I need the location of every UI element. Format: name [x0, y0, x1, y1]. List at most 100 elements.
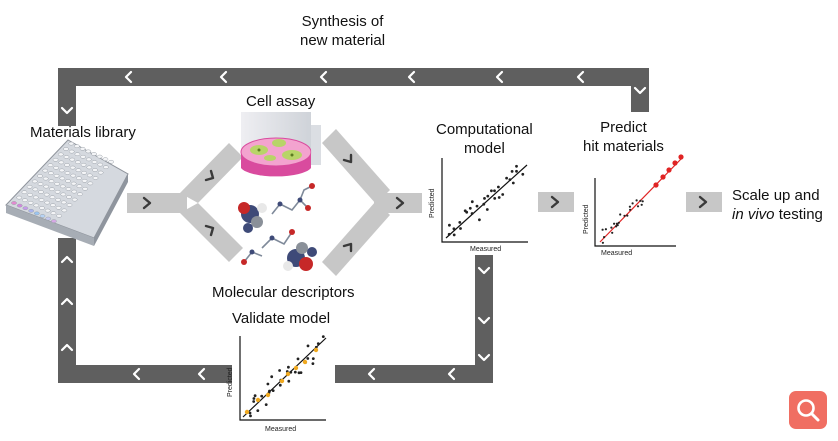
well — [11, 201, 17, 205]
val-y-axis-label: Predicted — [227, 367, 234, 397]
well — [27, 192, 33, 197]
synthesis-loop-chevrons — [60, 70, 647, 115]
comp-scatter-point — [448, 223, 451, 227]
val-scatter-point — [287, 379, 291, 383]
hit-scatter-point — [615, 225, 618, 228]
computational-model-line2: model — [463, 140, 505, 157]
hit-materials-plot: Measured Predicted — [583, 154, 684, 257]
well — [55, 197, 61, 202]
well — [97, 170, 104, 175]
well — [54, 189, 61, 194]
comp-scatter-point — [493, 189, 496, 193]
well — [86, 165, 93, 170]
val-scatter-point — [278, 383, 282, 387]
synthesis-label-line1: Synthesis of — [301, 13, 384, 30]
val-scatter-point — [252, 397, 256, 400]
hit-point — [672, 160, 678, 166]
well — [28, 208, 34, 213]
hit-scatter-point — [635, 199, 638, 202]
hit-scatter-point — [629, 208, 632, 211]
hit-y-axis-label: Predicted — [583, 204, 590, 234]
hit-point — [653, 182, 659, 188]
synthesis-loop-arrow — [58, 68, 649, 126]
validated-point — [285, 371, 291, 377]
predict-line2: hit materials — [583, 138, 664, 155]
comp-scatter-point — [468, 206, 472, 210]
comp-x-axis-label: Measured — [470, 246, 501, 253]
validate-model-plot: Measured Predicted — [227, 335, 327, 433]
comp-scatter-point — [482, 202, 486, 206]
materials-library-label: Materials library — [30, 124, 136, 141]
validated-point — [293, 365, 299, 371]
comp-scatter-point — [470, 212, 474, 215]
well — [53, 165, 59, 170]
well — [69, 165, 76, 170]
well — [48, 171, 54, 176]
validated-point — [279, 378, 285, 384]
val-scatter-point — [306, 344, 310, 348]
well — [76, 176, 82, 181]
comp-scatter-point — [459, 227, 462, 230]
well — [53, 173, 60, 178]
well — [75, 160, 81, 165]
well — [39, 214, 46, 218]
well — [65, 187, 72, 191]
well — [103, 165, 109, 170]
computational-model-line1: Computational — [436, 121, 533, 138]
well — [32, 195, 39, 200]
hit-scatter-point — [616, 224, 619, 227]
val-x-axis-label: Measured — [265, 426, 296, 433]
zoom-button[interactable] — [789, 391, 827, 429]
well — [38, 198, 45, 202]
hit-point — [660, 174, 666, 180]
well — [16, 195, 23, 200]
well — [85, 149, 92, 154]
well — [44, 200, 51, 205]
well — [48, 179, 55, 184]
comp-scatter-point — [515, 164, 518, 168]
well — [43, 192, 50, 197]
val-scatter-point — [321, 335, 325, 338]
val-scatter-point — [296, 357, 300, 361]
val-scatter-point — [278, 369, 281, 372]
well — [69, 157, 76, 162]
val-scatter-point — [266, 382, 270, 386]
hit-scatter-point — [601, 241, 605, 244]
well — [74, 144, 80, 149]
well — [27, 200, 34, 205]
synthesis-label: Synthesis of new material — [300, 12, 385, 50]
val-scatter-point — [271, 389, 275, 392]
hit-scatter-point — [619, 213, 622, 216]
well — [81, 170, 87, 175]
well — [61, 208, 68, 213]
comp-scatter-point — [452, 227, 456, 231]
well — [86, 173, 93, 178]
well — [16, 203, 23, 208]
hit-scatter-point — [617, 221, 620, 224]
val-scatter-point — [306, 357, 310, 360]
well — [64, 163, 70, 167]
well — [92, 168, 98, 172]
well-plate-icon — [5, 139, 129, 246]
comp-scatter-point — [510, 170, 514, 173]
well — [96, 154, 103, 159]
comp-scatter-point — [508, 178, 512, 182]
scale-up-testing: testing — [778, 206, 823, 223]
molecular-descriptors-label: Molecular descriptors — [212, 284, 355, 301]
hit-scatter-point — [639, 199, 642, 202]
magnifier-icon — [797, 399, 820, 422]
well — [75, 168, 82, 173]
well — [51, 219, 57, 224]
val-scatter-point — [253, 394, 257, 398]
well — [37, 174, 43, 178]
val-scatter-point — [293, 370, 297, 374]
val-scatter-point — [316, 342, 320, 345]
hit-scatter-point — [604, 228, 608, 231]
well — [63, 147, 69, 151]
well — [63, 155, 70, 159]
predict-line1: Predict — [600, 119, 647, 136]
well — [50, 203, 56, 208]
well — [76, 184, 83, 189]
well — [97, 162, 104, 167]
